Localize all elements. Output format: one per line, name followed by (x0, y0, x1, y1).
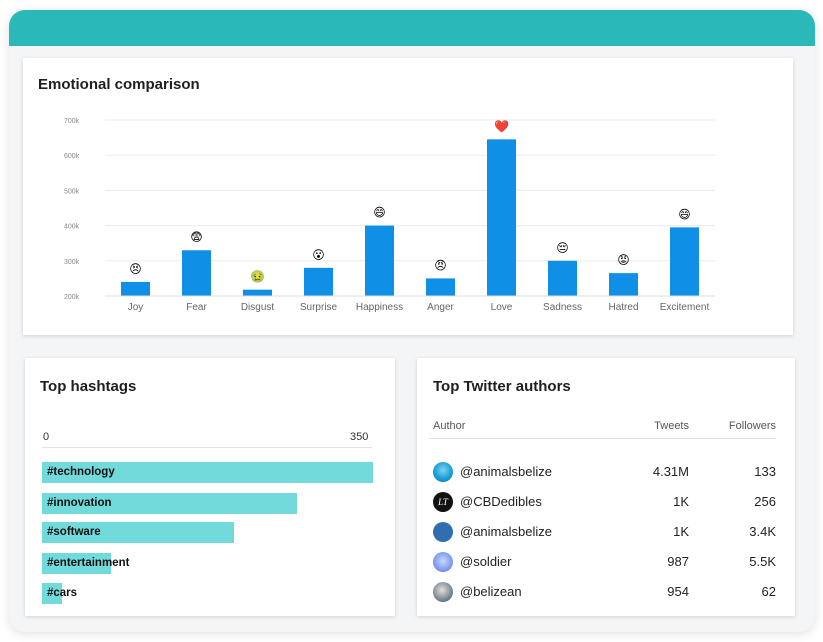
emoji-joy: 😣 (129, 262, 142, 276)
hashtag-label[interactable]: #entertainment (47, 557, 130, 569)
author-followers: 256 (754, 494, 776, 509)
y-tick-label: 500k (64, 188, 80, 195)
x-tick-label: Excitement (660, 302, 710, 313)
emoji-anger: 😠 (434, 258, 447, 272)
bar-disgust (243, 289, 272, 296)
y-tick-label: 600k (64, 153, 80, 160)
emotional-comparison-card: Emotional comparison 200k 300k 400k 500k 600… (23, 58, 793, 335)
x-tick-label: Happiness (356, 302, 403, 313)
author-name[interactable]: @animalsbelize (460, 524, 552, 539)
author-followers: 5.5K (749, 554, 776, 569)
y-tick-label: 400k (64, 224, 80, 231)
bar-joy (121, 281, 150, 296)
author-tweets: 1K (673, 494, 689, 509)
x-tick-label: Hatred (608, 302, 638, 313)
x-tick-label: Fear (186, 302, 207, 313)
tweets-column-header: Tweets (654, 420, 689, 432)
emoji-surprise: 😮 (312, 248, 325, 262)
photo-avatar (433, 582, 453, 602)
hashtag-label[interactable]: #technology (47, 466, 115, 478)
x-tick-label: Surprise (300, 302, 338, 313)
emotional-comparison-title: Emotional comparison (38, 76, 200, 93)
author-name[interactable]: @soldier (460, 554, 512, 569)
author-row[interactable]: LT @CBDedibles 1K 256 (417, 487, 795, 517)
emoji-sadness: 😔 (556, 241, 569, 255)
wave-avatar (433, 462, 453, 482)
author-tweets: 954 (667, 584, 689, 599)
top-hashtags-card: Top hashtags 0 350 #technology #innovatio… (25, 358, 395, 616)
emoji-happiness: 😄 (373, 206, 386, 220)
author-header-divider (429, 438, 776, 439)
hashtag-bar[interactable] (42, 522, 234, 543)
author-row[interactable]: @animalsbelize 4.31M 133 (417, 457, 795, 487)
y-tick-label: 200k (64, 294, 80, 301)
top-header-bar (9, 10, 815, 46)
author-tweets: 987 (667, 554, 689, 569)
hashtag-label[interactable]: #cars (47, 587, 78, 599)
author-name[interactable]: @animalsbelize (460, 464, 552, 479)
emotion-bar-chart: 200k 300k 400k 500k 600k 700k 😣 Joy 😨 Fear 🤢 Disgus… (64, 118, 715, 313)
top-twitter-authors-title: Top Twitter authors (433, 378, 571, 395)
author-name[interactable]: @belizean (460, 584, 522, 599)
emoji-hatred: 😡 (617, 253, 630, 267)
bar-anger (426, 278, 455, 296)
emoji-disgust: 🤢 (250, 270, 265, 284)
author-column-header: Author (433, 420, 466, 432)
x-tick-label: Joy (128, 302, 144, 313)
hashtag-bar[interactable] (42, 553, 112, 574)
blue-circle-avatar (433, 522, 453, 542)
y-tick-label: 300k (64, 259, 80, 266)
author-followers: 133 (754, 464, 776, 479)
bar-happiness (365, 225, 394, 296)
y-tick-label: 700k (64, 118, 80, 125)
hashtag-label[interactable]: #software (47, 526, 101, 538)
author-row[interactable]: @soldier 987 5.5K (417, 547, 795, 577)
emoji-excitement: 😄 (678, 207, 691, 221)
x-tick-label: Disgust (241, 302, 275, 313)
hashtag-axis-max: 350 (350, 431, 369, 443)
bar-fear (182, 250, 211, 296)
author-name[interactable]: @CBDedibles (460, 494, 542, 509)
author-tweets: 1K (673, 524, 689, 539)
author-followers: 3.4K (749, 524, 776, 539)
hashtag-label[interactable]: #innovation (47, 497, 112, 509)
bar-love (487, 139, 516, 296)
x-tick-label: Anger (427, 302, 454, 313)
hashtag-axis-min: 0 (43, 431, 50, 443)
x-tick-label: Love (491, 302, 513, 313)
bar-excitement (670, 227, 699, 296)
emoji-love: ❤️ (494, 119, 509, 133)
hashtag-bar[interactable] (42, 462, 373, 483)
lt-logo-avatar: LT (433, 492, 453, 512)
bar-hatred (609, 273, 638, 296)
hashtag-bar[interactable] (42, 583, 62, 604)
dashboard-frame: Emotional comparison 200k 300k 400k 500k 600… (9, 10, 815, 632)
bar-sadness (548, 260, 577, 296)
top-twitter-authors-card: Top Twitter authors Author Tweets Follow… (417, 358, 795, 616)
x-tick-label: Sadness (543, 302, 582, 313)
author-tweets: 4.31M (652, 464, 689, 479)
author-row[interactable]: @belizean 954 62 (417, 577, 795, 607)
hashtag-axis-line (42, 447, 372, 448)
bar-surprise (304, 267, 333, 296)
followers-column-header: Followers (728, 420, 776, 432)
author-row[interactable]: @animalsbelize 1K 3.4K (417, 517, 795, 547)
top-hashtags-title: Top hashtags (40, 378, 137, 395)
cartoon-avatar (433, 552, 453, 572)
emoji-fear: 😨 (190, 230, 203, 244)
author-followers: 62 (761, 584, 776, 599)
hashtag-bar[interactable] (42, 493, 298, 514)
